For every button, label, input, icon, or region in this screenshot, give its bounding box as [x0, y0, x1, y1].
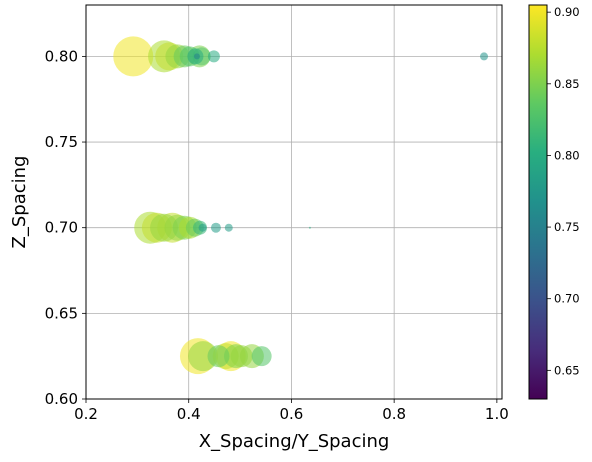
data-point [113, 36, 154, 77]
x-axis-ticks: 0.2 0.4 0.6 0.8 1.0 [74, 399, 509, 423]
colorbar-tick-label: 0.65 [554, 363, 580, 377]
x-tick-label: 0.4 [177, 405, 201, 423]
x-tick-label: 0.6 [280, 405, 304, 423]
y-tick-label: 0.70 [45, 219, 78, 237]
data-points [113, 36, 489, 375]
colorbar-tick-label: 0.85 [554, 77, 580, 91]
data-point [230, 345, 253, 368]
x-tick-label: 0.2 [74, 405, 98, 423]
data-point [224, 223, 233, 232]
data-point [207, 345, 230, 368]
data-point [308, 226, 311, 229]
x-tick-label: 1.0 [485, 405, 509, 423]
data-point [480, 52, 489, 61]
plot-frame [85, 4, 503, 400]
data-point [207, 50, 220, 63]
x-axis-label: X_Spacing/Y_Spacing [199, 431, 390, 452]
y-tick-label: 0.75 [45, 133, 78, 151]
data-point [251, 346, 272, 367]
data-point [193, 53, 200, 60]
colorbar-tick-label: 0.70 [554, 292, 580, 306]
data-point [198, 223, 207, 232]
y-tick-label: 0.60 [45, 390, 78, 408]
y-axis-ticks: 0.60 0.65 0.70 0.75 0.80 [45, 47, 86, 408]
colorbar-tick-label: 0.80 [554, 148, 580, 162]
y-tick-label: 0.65 [45, 304, 78, 322]
data-point [210, 222, 221, 233]
colorbar-tick-label: 0.75 [554, 220, 580, 234]
colorbar-tick-label: 0.90 [554, 5, 580, 19]
colorbar [528, 4, 548, 400]
colorbar-ticks: 0.65 0.70 0.75 0.80 0.85 0.90 [547, 5, 580, 377]
y-axis-label: Z_Spacing [9, 156, 30, 249]
y-tick-label: 0.80 [45, 47, 78, 65]
x-tick-label: 0.8 [382, 405, 406, 423]
